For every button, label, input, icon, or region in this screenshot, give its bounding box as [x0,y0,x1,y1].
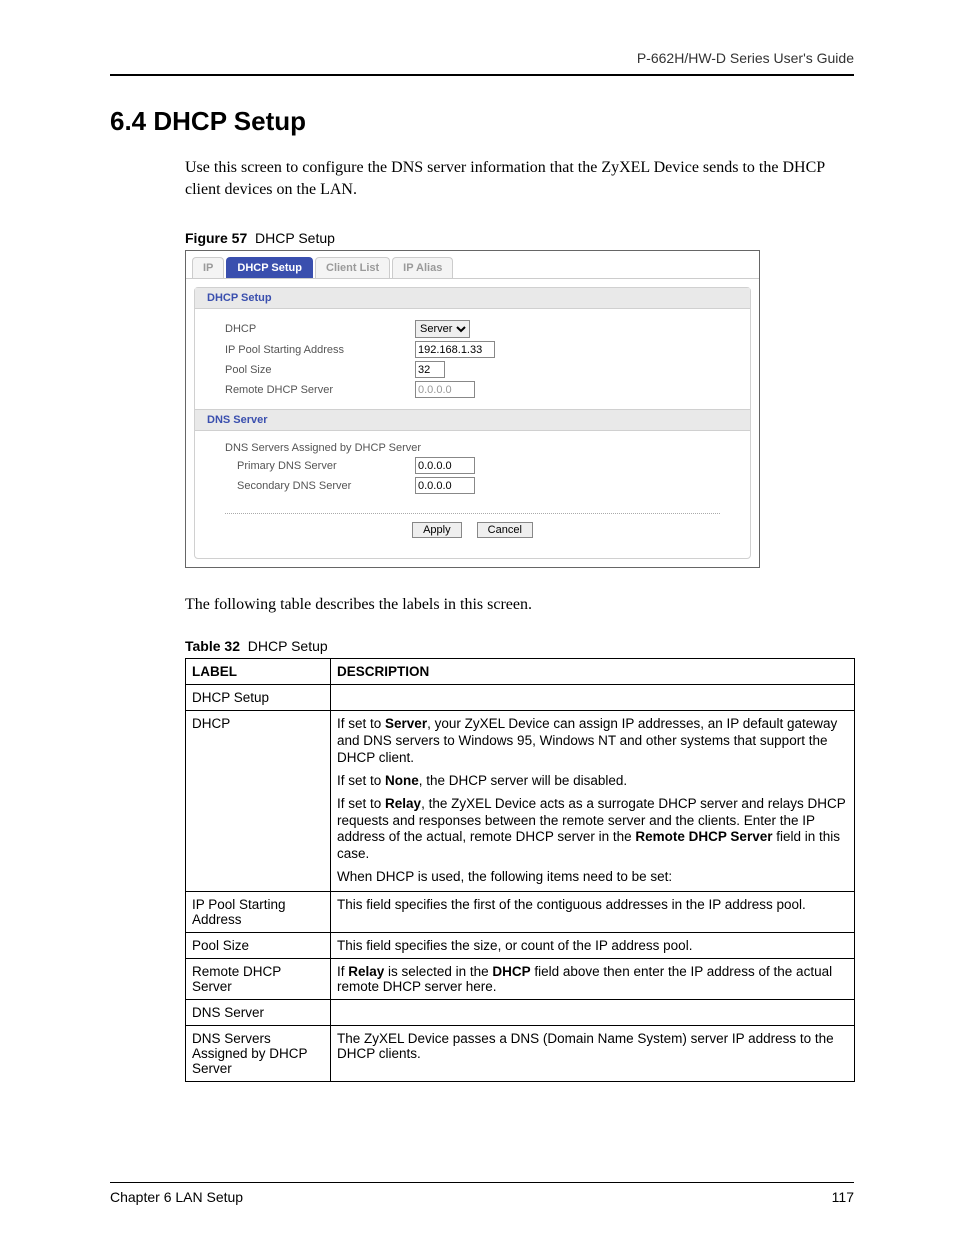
td-label: Remote DHCP Server [186,959,331,1000]
th-label: LABEL [186,659,331,685]
pool-size-input[interactable] [415,361,445,378]
table-row: DNS Server [186,1000,855,1026]
config-panel: DHCP Setup DHCP Server IP Pool Starting … [194,287,751,559]
button-row: Apply Cancel [195,522,750,538]
dhcp-select[interactable]: Server [415,320,470,338]
header-rule [110,74,854,76]
table-row: DHCP If set to Server, your ZyXEL Device… [186,711,855,892]
tab-ip-alias[interactable]: IP Alias [392,257,453,278]
text: If [337,964,348,979]
apply-button[interactable]: Apply [412,522,462,538]
text: is selected in the [384,964,492,979]
table-header-row: LABEL DESCRIPTION [186,659,855,685]
td-desc: The ZyXEL Device passes a DNS (Domain Na… [331,1026,855,1082]
table-caption-label: Table 32 [185,638,240,654]
bold-text: None [385,773,419,788]
tab-client-list[interactable]: Client List [315,257,390,278]
dns-assigned-label: DNS Servers Assigned by DHCP Server [225,442,421,454]
page-footer: Chapter 6 LAN Setup 117 [110,1182,854,1205]
tab-bar: IP DHCP Setup Client List IP Alias [186,251,759,279]
remote-dhcp-input[interactable] [415,381,475,398]
remote-dhcp-label: Remote DHCP Server [225,384,415,396]
secondary-dns-input[interactable] [415,477,475,494]
ip-pool-start-input[interactable] [415,341,495,358]
figure-label: Figure 57 [185,230,247,246]
secondary-dns-label: Secondary DNS Server [225,480,415,492]
section-intro: Use this screen to configure the DNS ser… [185,157,854,200]
td-label: DNS Servers Assigned by DHCP Server [186,1026,331,1082]
table-row: IP Pool Starting Address This field spec… [186,892,855,933]
table-row: Remote DHCP Server If Relay is selected … [186,959,855,1000]
th-description: DESCRIPTION [331,659,855,685]
text: If set to [337,716,385,731]
text: If set to [337,796,385,811]
table-row: DNS Servers Assigned by DHCP Server The … [186,1026,855,1082]
td-label: DNS Server [186,1000,331,1026]
primary-dns-input[interactable] [415,457,475,474]
pool-size-label: Pool Size [225,364,415,376]
description-table: LABEL DESCRIPTION DHCP Setup DHCP If set… [185,658,855,1082]
footer-chapter: Chapter 6 LAN Setup [110,1189,243,1205]
td-desc [331,685,855,711]
table-caption-title: DHCP Setup [248,638,328,654]
footer-page-number: 117 [832,1189,854,1205]
cancel-button[interactable]: Cancel [477,522,533,538]
td-desc [331,1000,855,1026]
figure-caption: Figure 57 DHCP Setup [185,230,854,246]
dns-server-body: DNS Servers Assigned by DHCP Server Prim… [195,431,750,505]
ip-pool-start-label: IP Pool Starting Address [225,344,415,356]
dotted-separator [225,513,720,514]
header-guide-title: P-662H/HW-D Series User's Guide [110,50,854,74]
figure-title: DHCP Setup [255,230,335,246]
td-desc: This field specifies the size, or count … [331,933,855,959]
tab-dhcp-setup[interactable]: DHCP Setup [226,257,313,278]
dhcp-setup-body: DHCP Server IP Pool Starting Address Poo… [195,309,750,409]
bold-text: Relay [348,964,384,979]
dhcp-setup-section-head: DHCP Setup [195,288,750,309]
figure-screenshot: IP DHCP Setup Client List IP Alias DHCP … [185,250,760,568]
dhcp-label: DHCP [225,323,415,335]
bold-text: Relay [385,796,421,811]
bold-text: DHCP [492,964,530,979]
td-label: Pool Size [186,933,331,959]
table-caption: Table 32 DHCP Setup [185,638,854,654]
tab-ip[interactable]: IP [192,257,224,278]
bold-text: Remote DHCP Server [635,829,772,844]
after-figure-text: The following table describes the labels… [185,596,854,614]
td-label: DHCP Setup [186,685,331,711]
td-label: IP Pool Starting Address [186,892,331,933]
primary-dns-label: Primary DNS Server [225,460,415,472]
td-desc: If set to Server, your ZyXEL Device can … [331,711,855,892]
table-row: Pool Size This field specifies the size,… [186,933,855,959]
text: , the DHCP server will be disabled. [419,773,627,788]
td-label: DHCP [186,711,331,892]
td-desc: This field specifies the first of the co… [331,892,855,933]
td-desc: If Relay is selected in the DHCP field a… [331,959,855,1000]
text: When DHCP is used, the following items n… [337,869,848,886]
bold-text: Server [385,716,427,731]
table-row: DHCP Setup [186,685,855,711]
section-heading: 6.4 DHCP Setup [110,106,854,137]
text: If set to [337,773,385,788]
dns-server-section-head: DNS Server [195,409,750,431]
